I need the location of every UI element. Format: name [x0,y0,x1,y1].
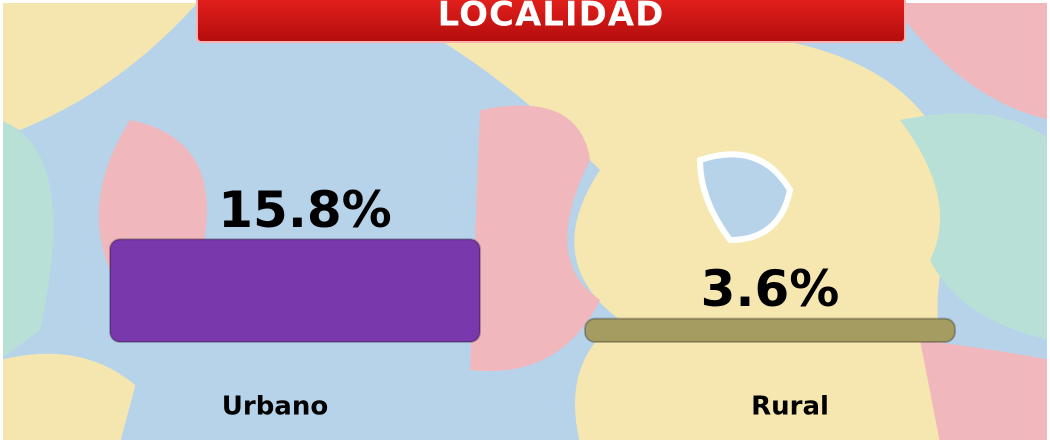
chart: LOCALIDAD 15.8% Urbano 3.6% Rural [0,0,1050,443]
bar [585,319,955,342]
value-label: 15.8% [218,181,391,239]
bar [110,239,480,342]
background [0,0,1050,443]
category-label: Rural [751,392,829,422]
value-label: 3.6% [701,260,840,318]
chart-title: LOCALIDAD [438,0,665,35]
category-label: Urbano [222,392,328,422]
